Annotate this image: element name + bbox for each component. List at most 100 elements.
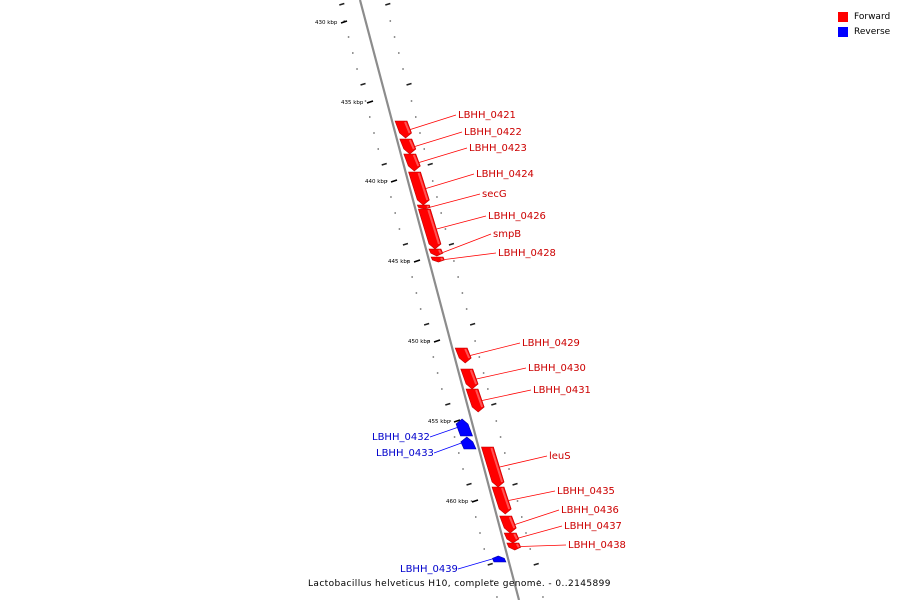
gene-feature-shade [516,543,520,548]
tick-mark [512,482,518,486]
gene-feature-shade [438,249,442,254]
tick-mark [360,82,366,86]
gene-feature-shade [502,557,504,560]
legend: Forward Reverse [838,9,890,39]
forward-swatch [838,11,848,22]
tick-mark [381,162,387,166]
scale-label: 450 kbp [408,339,431,345]
scale-tick [413,259,421,263]
gene-feature[interactable] [491,555,507,563]
gene-label[interactable]: LBHH_0431 [533,385,591,396]
scale-label: 430 kbp [315,20,338,26]
gene-feature-shade [513,533,518,540]
tick-mark [445,402,451,406]
scale-labels: 430 kbp 435 kbp 440 kbp 445 kbp 450 kbp 455 k… [315,20,479,505]
gene-feature-shade [426,205,430,209]
gene-feature-shade [412,154,420,167]
scale-tick [366,100,374,104]
gene-label[interactable]: LBHH_0439 [400,564,458,575]
scale-tick [340,20,348,24]
gene-features [394,120,522,563]
legend-forward-label: Forward [854,11,891,22]
gene-label[interactable]: LBHH_0435 [557,486,615,497]
label-leader [433,442,462,454]
label-leader [444,252,497,260]
genome-caption: Lactobacillus helveticus H10, complete g… [308,579,611,589]
scale-tick [433,339,441,343]
gene-feature-shade [490,447,504,483]
tick-mark [491,402,497,406]
gene-label[interactable]: LBHH_0432 [372,432,430,443]
gene-feature-shade [427,209,440,245]
label-leader [457,558,493,570]
gene-feature[interactable] [408,171,430,206]
gene-feature[interactable] [455,418,473,437]
gene-label[interactable]: LBHH_0423 [469,143,527,154]
gene-label[interactable]: LBHH_0438 [568,540,626,551]
label-leader [476,367,527,380]
gene-feature-shade [464,348,471,359]
gene-label[interactable]: leuS [549,451,571,462]
tick-mark [466,482,472,486]
label-leader-lines [410,114,567,570]
gene-label[interactable]: LBHH_0428 [498,248,556,259]
gene-feature[interactable] [491,486,512,515]
tick-mark [402,242,409,246]
tick-mark [487,562,493,566]
label-leader [418,147,468,163]
scale-tick [471,499,479,503]
label-leader [508,490,556,501]
gene-feature[interactable] [481,446,505,488]
gene-label[interactable]: secG [482,189,507,200]
gene-label[interactable]: LBHH_0436 [561,505,619,516]
reverse-swatch [838,26,848,37]
gene-feature[interactable] [460,368,479,390]
tick-mark [469,322,476,326]
gene-feature-shade [440,257,444,261]
label-leader [470,342,521,356]
gene-label[interactable]: LBHH_0426 [488,211,546,222]
legend-reverse: Reverse [838,24,890,39]
gene-feature-shade [475,389,484,408]
gene-label[interactable]: LBHH_0430 [528,363,586,374]
tick-mark [427,162,433,166]
scale-label: 460 kbp [446,499,469,505]
gene-label[interactable]: LBHH_0422 [464,127,522,138]
scale-tick [453,419,461,423]
gene-feature[interactable] [417,208,442,250]
label-leader [514,509,560,525]
scale-label: 445 kbp [388,259,411,265]
gene-label[interactable]: smpB [493,229,521,240]
label-leader [518,525,563,539]
gene-label[interactable]: LBHH_0429 [522,338,580,349]
legend-forward: Forward [838,9,890,24]
tick-mark [423,322,430,326]
gene-feature-shade [408,139,415,150]
label-leader [436,215,487,230]
gene-feature[interactable] [465,388,485,413]
legend-reverse-label: Reverse [854,26,891,37]
gene-label[interactable]: LBHH_0433 [376,448,434,459]
gene-label[interactable]: LBHH_0437 [564,521,622,532]
gene-feature-shade [501,487,511,510]
gene-label[interactable]: LBHH_0421 [458,110,516,121]
label-leader [429,427,458,438]
gene-feature[interactable] [416,204,431,210]
scale-label: 440 kbp [365,179,388,185]
tick-mark [339,2,345,6]
gene-feature-shade [417,172,429,201]
gene-feature-shade [469,369,478,385]
tick-mark [533,562,539,566]
label-leader [414,131,463,147]
scale-tick [390,179,398,183]
label-leader [442,233,492,253]
gene-feature-shade [508,516,516,529]
gene-labels: LBHH_0421 LBHH_0422 LBHH_0423 LBHH_0424 secG… [372,110,626,575]
gene-label[interactable]: LBHH_0424 [476,169,534,180]
tick-marks [339,2,544,598]
label-leader [482,389,532,401]
gene-feature[interactable] [460,436,477,450]
label-leader [499,455,548,468]
tick-mark [385,2,391,6]
